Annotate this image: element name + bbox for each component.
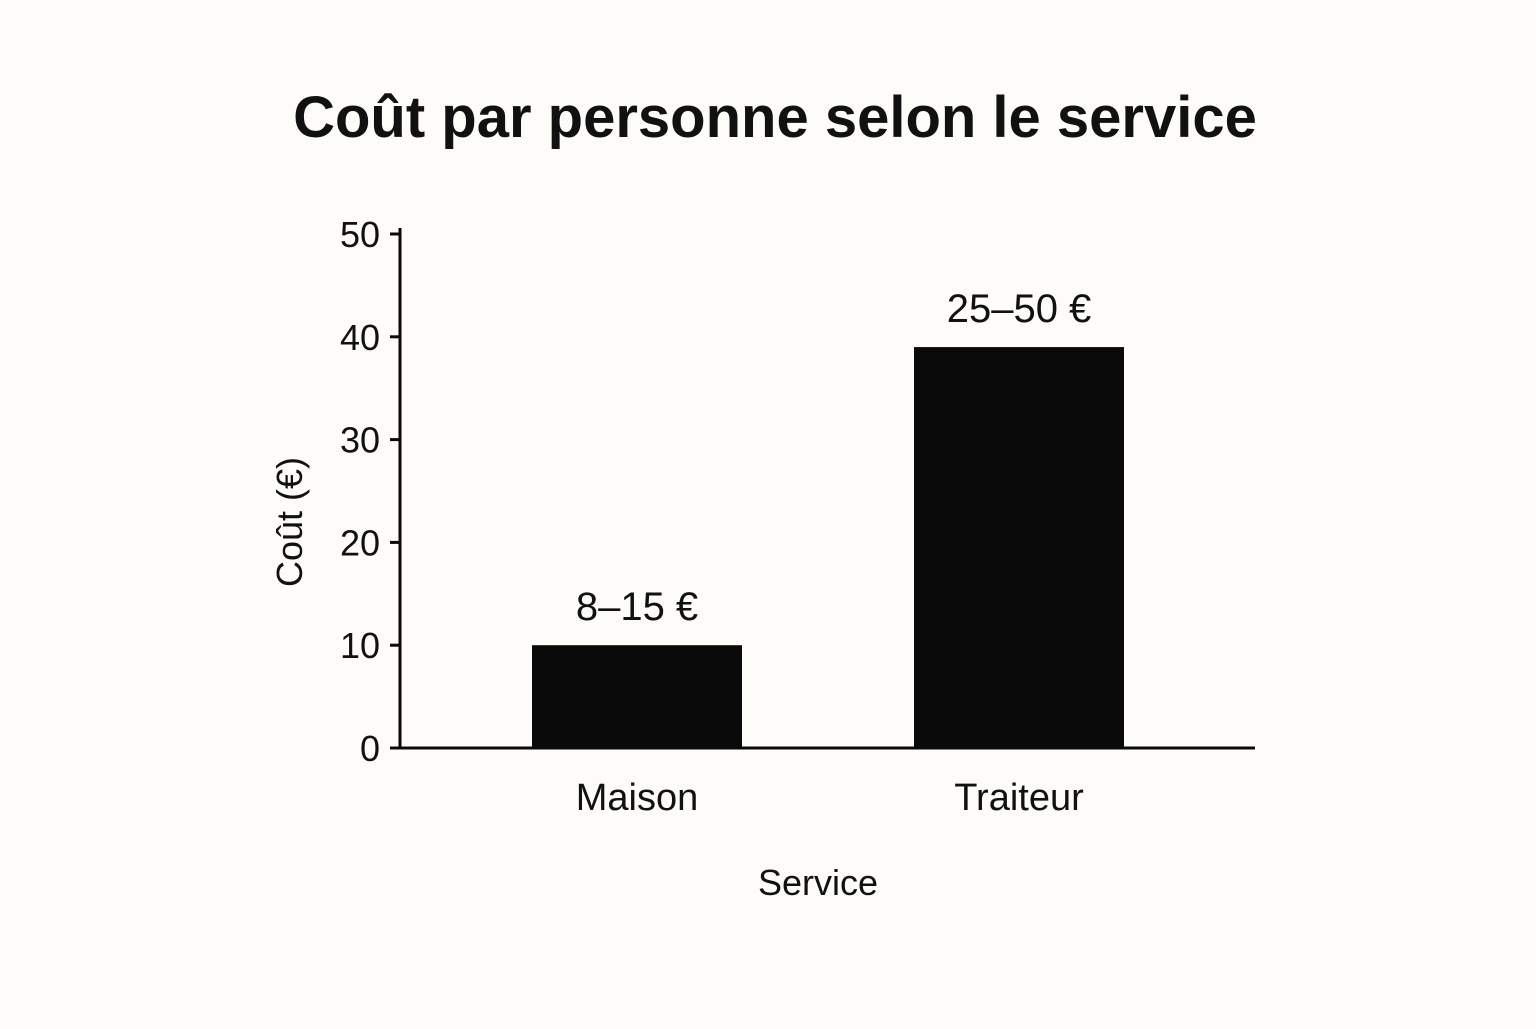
- y-axis-ticks: 0 10 20 30 40 50: [340, 214, 400, 769]
- bar-traiteur: [914, 347, 1124, 748]
- y-tick-label: 30: [340, 420, 380, 461]
- bar-data-labels: 8–15 € 25–50 €: [576, 287, 1091, 629]
- y-tick-label: 40: [340, 317, 380, 358]
- chart-title: Coût par personne selon le service: [293, 85, 1257, 150]
- x-tick-label: Maison: [576, 777, 699, 819]
- bar-data-label: 8–15 €: [576, 585, 698, 629]
- x-tick-label: Traiteur: [954, 777, 1084, 819]
- bars: [532, 347, 1124, 748]
- bar-data-label: 25–50 €: [947, 287, 1092, 331]
- x-axis-label: Service: [758, 862, 878, 903]
- y-axis-label: Coût (€): [269, 457, 310, 587]
- y-tick-label: 0: [360, 728, 380, 769]
- y-tick-label: 50: [340, 214, 380, 255]
- bar-maison: [532, 645, 742, 748]
- y-tick-label: 20: [340, 522, 380, 563]
- y-tick-label: 10: [340, 625, 380, 666]
- x-axis-ticks: Maison Traiteur: [576, 777, 1084, 819]
